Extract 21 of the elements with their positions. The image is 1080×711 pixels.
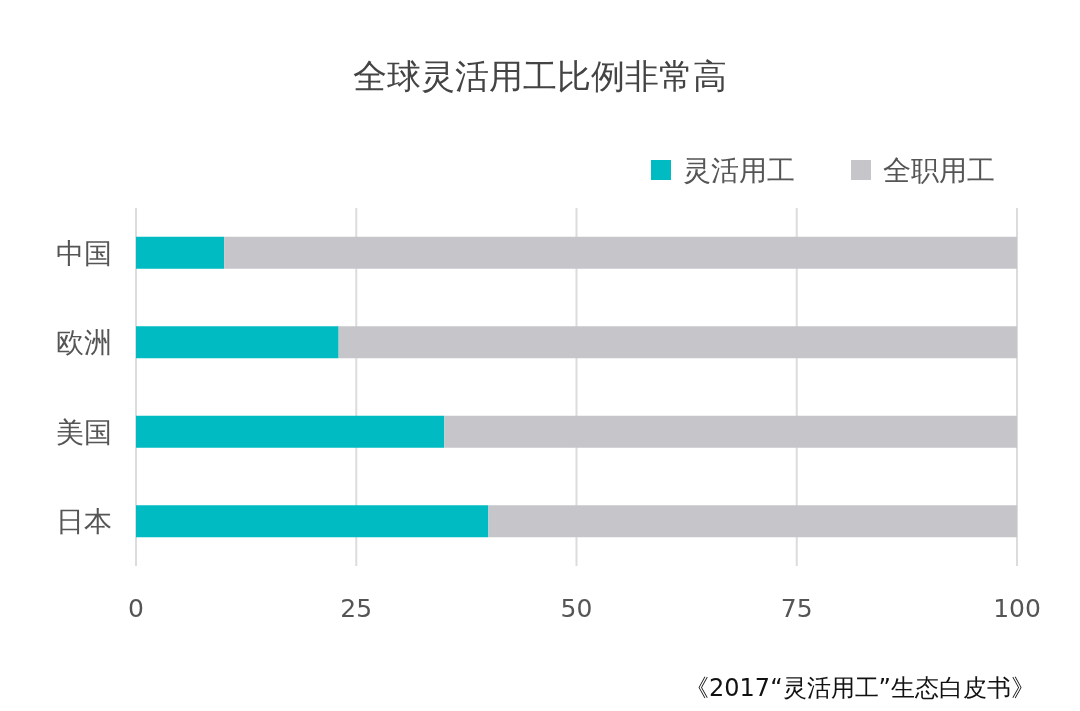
y-tick-label: 美国 <box>56 415 112 449</box>
x-tick-label: 100 <box>993 594 1041 623</box>
legend-label: 全职用工 <box>883 154 995 187</box>
bar <box>136 415 445 448</box>
y-tick-label: 欧洲 <box>56 326 112 360</box>
x-tick-label: 25 <box>340 594 373 623</box>
legend-label: 灵活用工 <box>683 154 795 187</box>
bar <box>444 415 1017 448</box>
x-tick-label: 0 <box>128 594 144 623</box>
y-tick-label: 中国 <box>56 236 112 270</box>
bar <box>136 236 225 269</box>
bar <box>136 505 489 538</box>
bar <box>488 505 1017 538</box>
y-tick-label: 日本 <box>56 505 112 539</box>
x-tick-label: 75 <box>780 594 813 623</box>
chart-title: 全球灵活用工比例非常高 <box>353 56 727 96</box>
x-tick-label: 50 <box>560 594 593 623</box>
text: 《2017“灵活用工”生态白皮书》 <box>685 674 1035 702</box>
bar <box>224 236 1017 269</box>
bar <box>136 326 339 359</box>
bar <box>338 326 1017 359</box>
